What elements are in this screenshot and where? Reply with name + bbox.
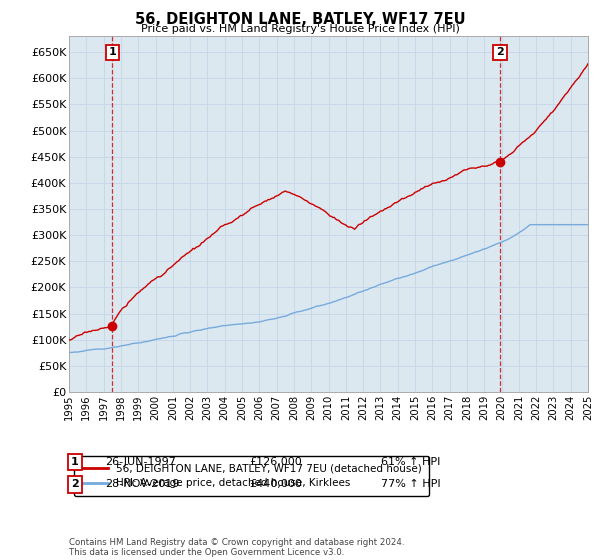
Text: 1: 1 — [109, 48, 116, 58]
Text: 28-NOV-2019: 28-NOV-2019 — [105, 479, 179, 489]
Text: 1: 1 — [71, 457, 79, 467]
Legend: 56, DEIGHTON LANE, BATLEY, WF17 7EU (detached house), HPI: Average price, detach: 56, DEIGHTON LANE, BATLEY, WF17 7EU (det… — [74, 456, 429, 496]
Text: 2: 2 — [71, 479, 79, 489]
Text: £440,000: £440,000 — [249, 479, 302, 489]
Text: 61% ↑ HPI: 61% ↑ HPI — [381, 457, 440, 467]
Text: 77% ↑ HPI: 77% ↑ HPI — [381, 479, 440, 489]
Text: 26-JUN-1997: 26-JUN-1997 — [105, 457, 176, 467]
Text: Contains HM Land Registry data © Crown copyright and database right 2024.
This d: Contains HM Land Registry data © Crown c… — [69, 538, 404, 557]
Text: Price paid vs. HM Land Registry's House Price Index (HPI): Price paid vs. HM Land Registry's House … — [140, 24, 460, 34]
Text: £126,000: £126,000 — [249, 457, 302, 467]
Text: 56, DEIGHTON LANE, BATLEY, WF17 7EU: 56, DEIGHTON LANE, BATLEY, WF17 7EU — [134, 12, 466, 27]
Text: 2: 2 — [496, 48, 504, 58]
